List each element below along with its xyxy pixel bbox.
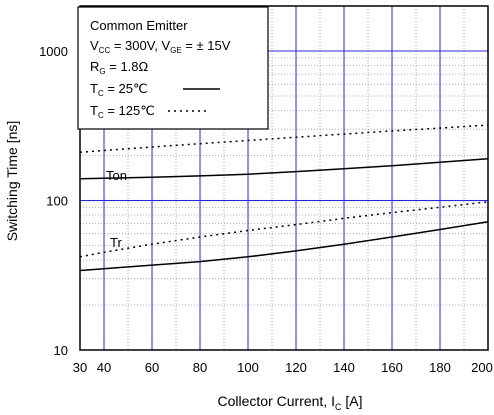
legend-box [77,6,269,130]
y-tick-label: 10 [54,343,68,358]
x-tick-label: 200 [471,360,493,375]
x-tick-label: 40 [97,360,111,375]
series-ton-125c [79,124,489,154]
x-tick-label: 100 [237,360,259,375]
x-tick-label: 80 [193,360,207,375]
x-tick-label: 30 [73,360,87,375]
legend-temp-125: TC = 125℃ [90,103,155,120]
legend-temp-25: TC = 25℃ [90,81,148,98]
tick-labels: 30 40 60 80 100 120 140 160 180 200 10 100 1000 [39,44,493,375]
series-tr-25c [79,221,489,272]
series-tr-125c [79,201,489,258]
series-ton-25c [79,158,489,180]
plot-frame [79,5,489,351]
series-layer [79,124,489,272]
legend-conditions: VCC = 300V, VGE = ± 15V [90,38,231,55]
x-tick-label: 140 [333,360,355,375]
x-tick-label: 180 [429,360,451,375]
x-tick-label: 60 [145,360,159,375]
y-tick-label: 1000 [39,44,68,59]
y-axis-label: Switching Time [ns] [4,121,20,242]
x-tick-label: 120 [285,360,307,375]
series-label-tr: Tr [110,235,122,250]
series-label-ton: Ton [106,168,127,183]
legend-title: Common Emitter [90,18,188,33]
x-axis-label: Collector Current, IC [A] [218,393,363,412]
y-tick-label: 100 [46,194,68,209]
x-tick-label: 160 [381,360,403,375]
legend-gate-resistance: RG = 1.8Ω [90,59,149,76]
legend: Common Emitter VCC = 300V, VGE = ± 15V R… [77,6,269,130]
